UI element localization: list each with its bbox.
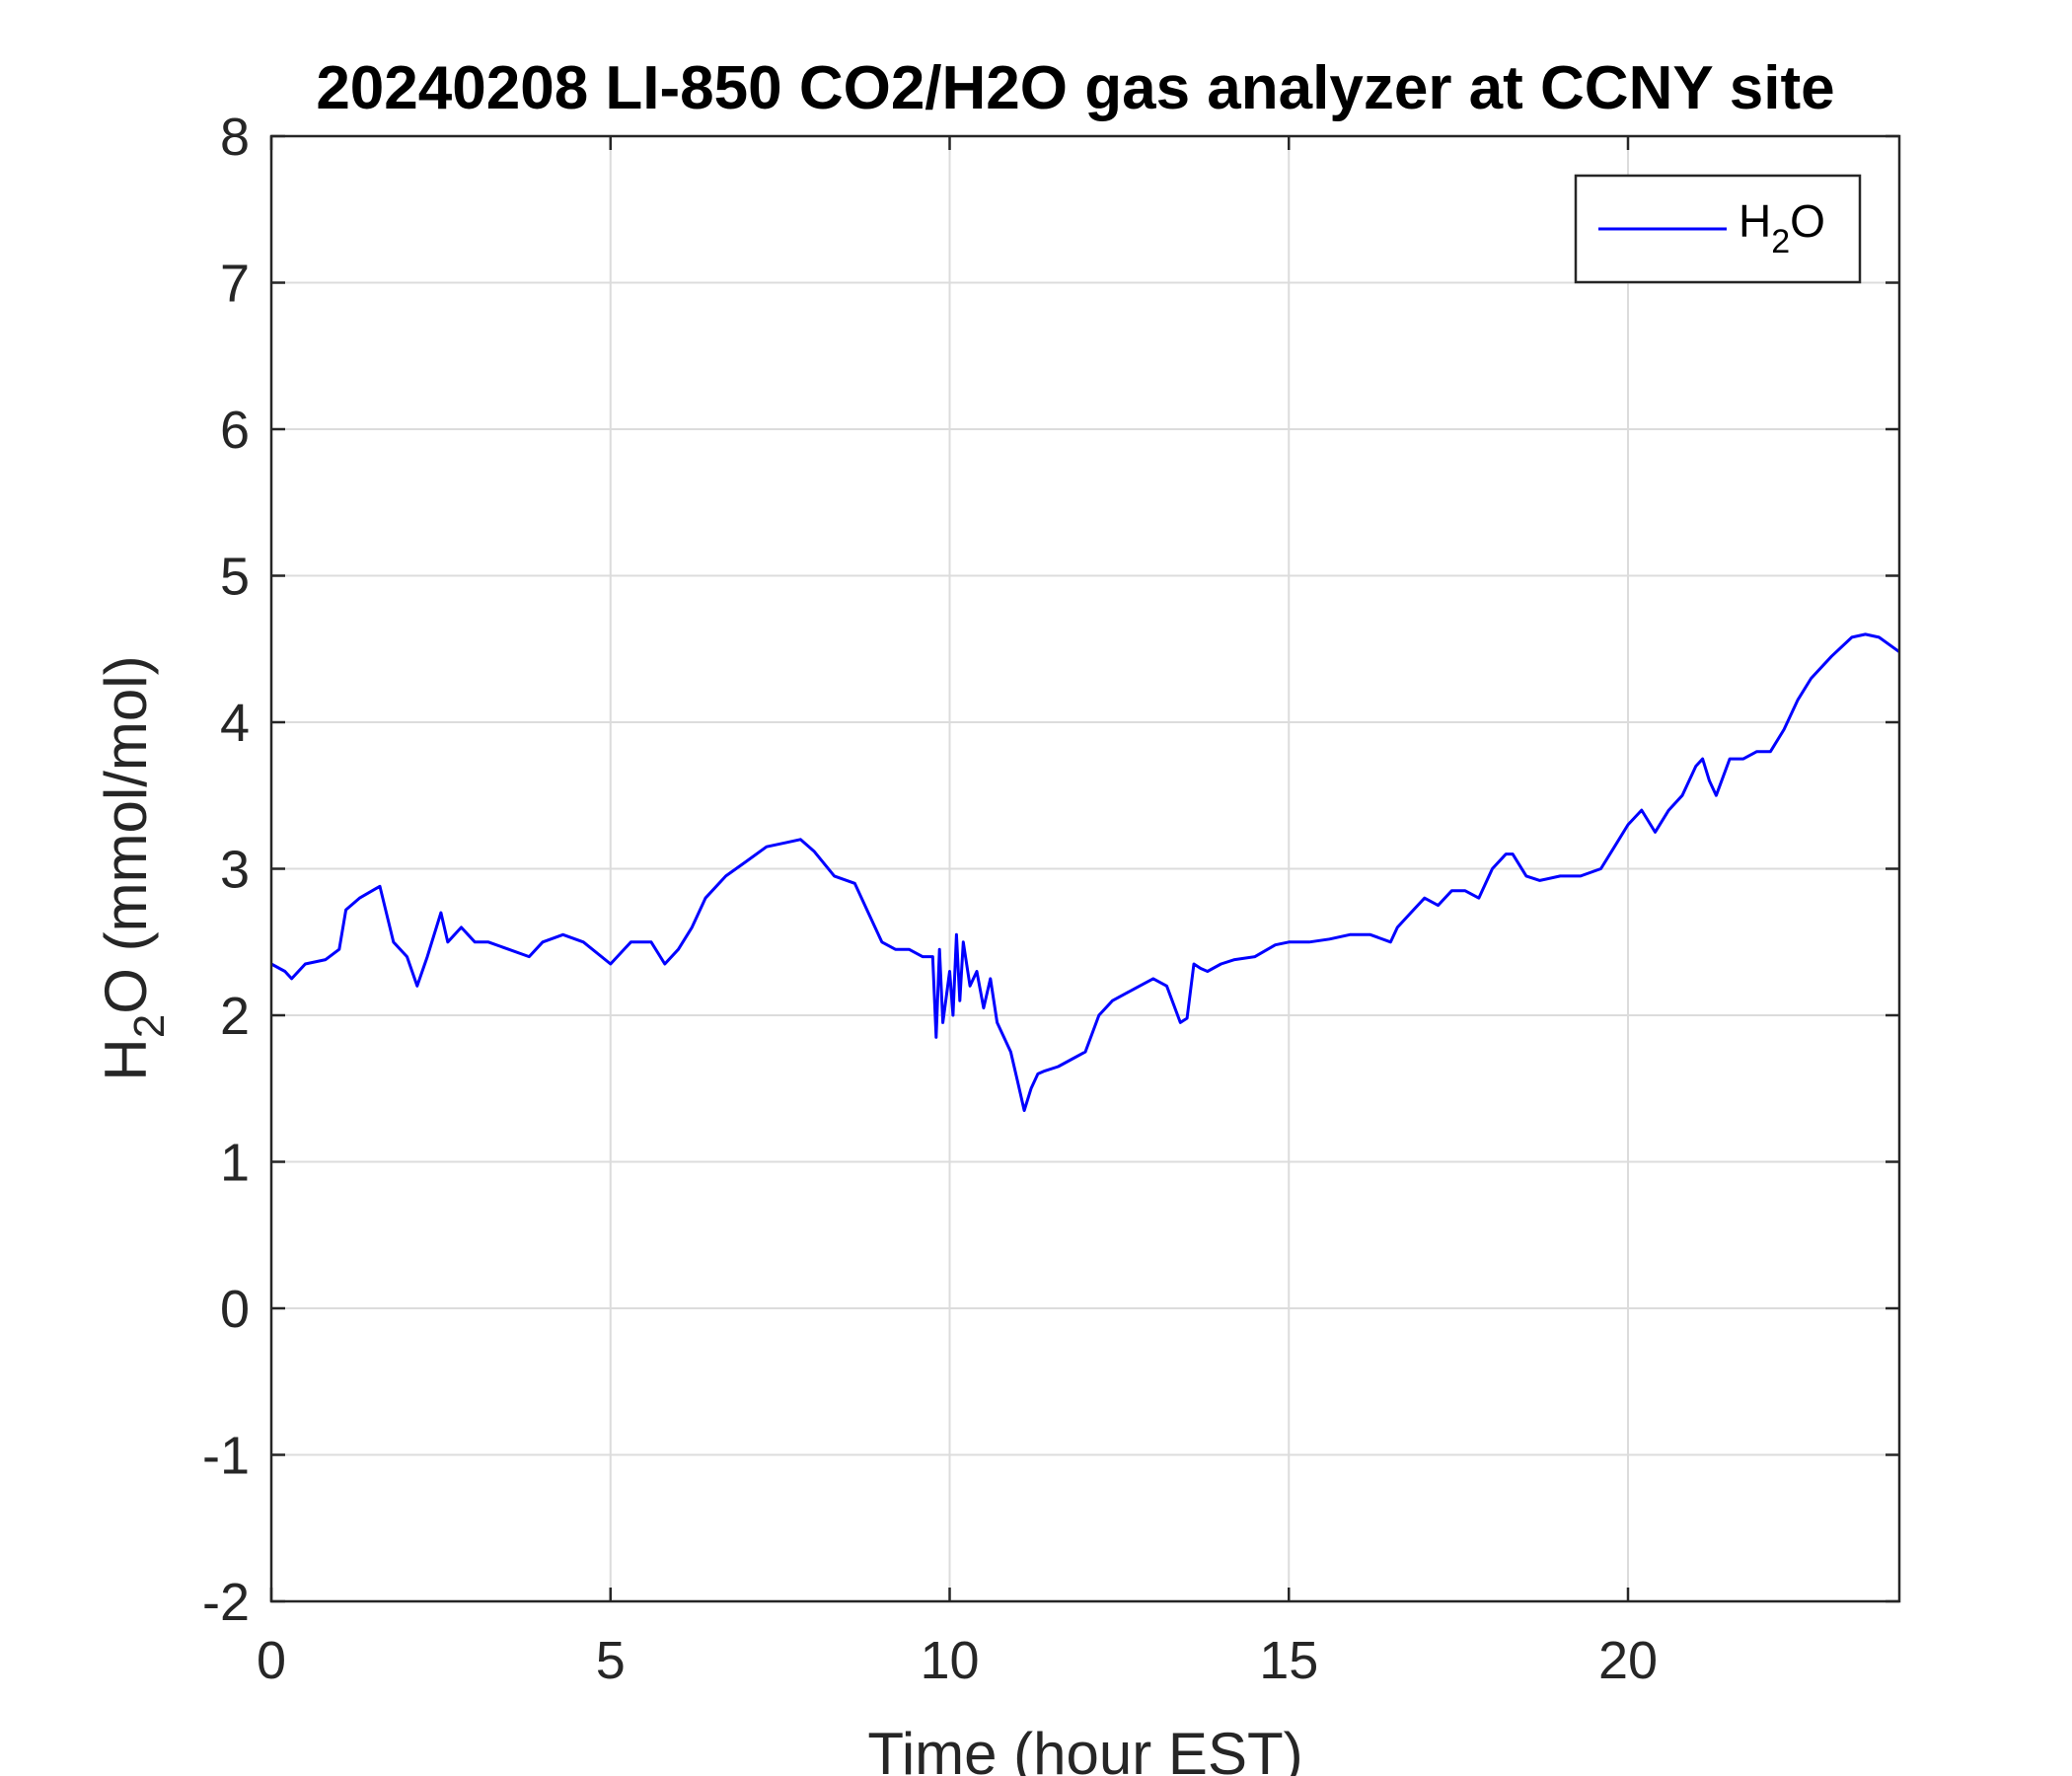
y-tick-label: 1 xyxy=(220,1134,250,1193)
y-axis-label: H2O (mmol/mol) xyxy=(93,655,174,1080)
legend-label-sub: 2 xyxy=(1771,223,1790,260)
y-tick-label: -2 xyxy=(202,1573,250,1632)
y-tick-label: 6 xyxy=(220,401,250,460)
x-tick-label: 5 xyxy=(596,1631,626,1690)
legend-label-rest: O xyxy=(1790,195,1825,247)
y-label-rest: O (mmol/mol) xyxy=(93,655,159,1013)
y-label-base: H xyxy=(93,1038,159,1080)
x-tick-label: 10 xyxy=(920,1631,979,1690)
y-tick-label: 2 xyxy=(220,987,250,1046)
y-tick-label: 3 xyxy=(220,841,250,900)
y-tick-label: 8 xyxy=(220,108,250,167)
x-tick-label: 15 xyxy=(1259,1631,1318,1690)
x-tick-label: 20 xyxy=(1598,1631,1658,1690)
y-tick-label: 7 xyxy=(220,255,250,314)
legend-label-base: H xyxy=(1739,195,1771,247)
x-tick-labels: 0 5 10 15 20 xyxy=(257,1631,1658,1690)
grid-lines xyxy=(271,136,1899,1601)
y-tick-labels: -2 -1 0 1 2 3 4 5 6 7 8 xyxy=(202,108,250,1632)
series-line-h2o xyxy=(270,632,1900,1112)
chart-title: 20240208 LI-850 CO2/H2O gas analyzer at … xyxy=(316,54,1834,122)
legend-label: H2O xyxy=(1739,195,1825,260)
x-tick-label: 0 xyxy=(257,1631,286,1690)
series-layer xyxy=(270,632,1900,1112)
y-label-sub: 2 xyxy=(125,1014,174,1038)
y-tick-label: -1 xyxy=(202,1427,250,1486)
x-axis-label: Time (hour EST) xyxy=(867,1721,1302,1776)
y-tick-label: 5 xyxy=(220,548,250,607)
y-tick-label: 0 xyxy=(220,1280,250,1339)
axis-ticks xyxy=(269,134,1899,1603)
y-tick-label: 4 xyxy=(220,694,250,753)
legend[interactable]: H2O xyxy=(1574,174,1862,284)
